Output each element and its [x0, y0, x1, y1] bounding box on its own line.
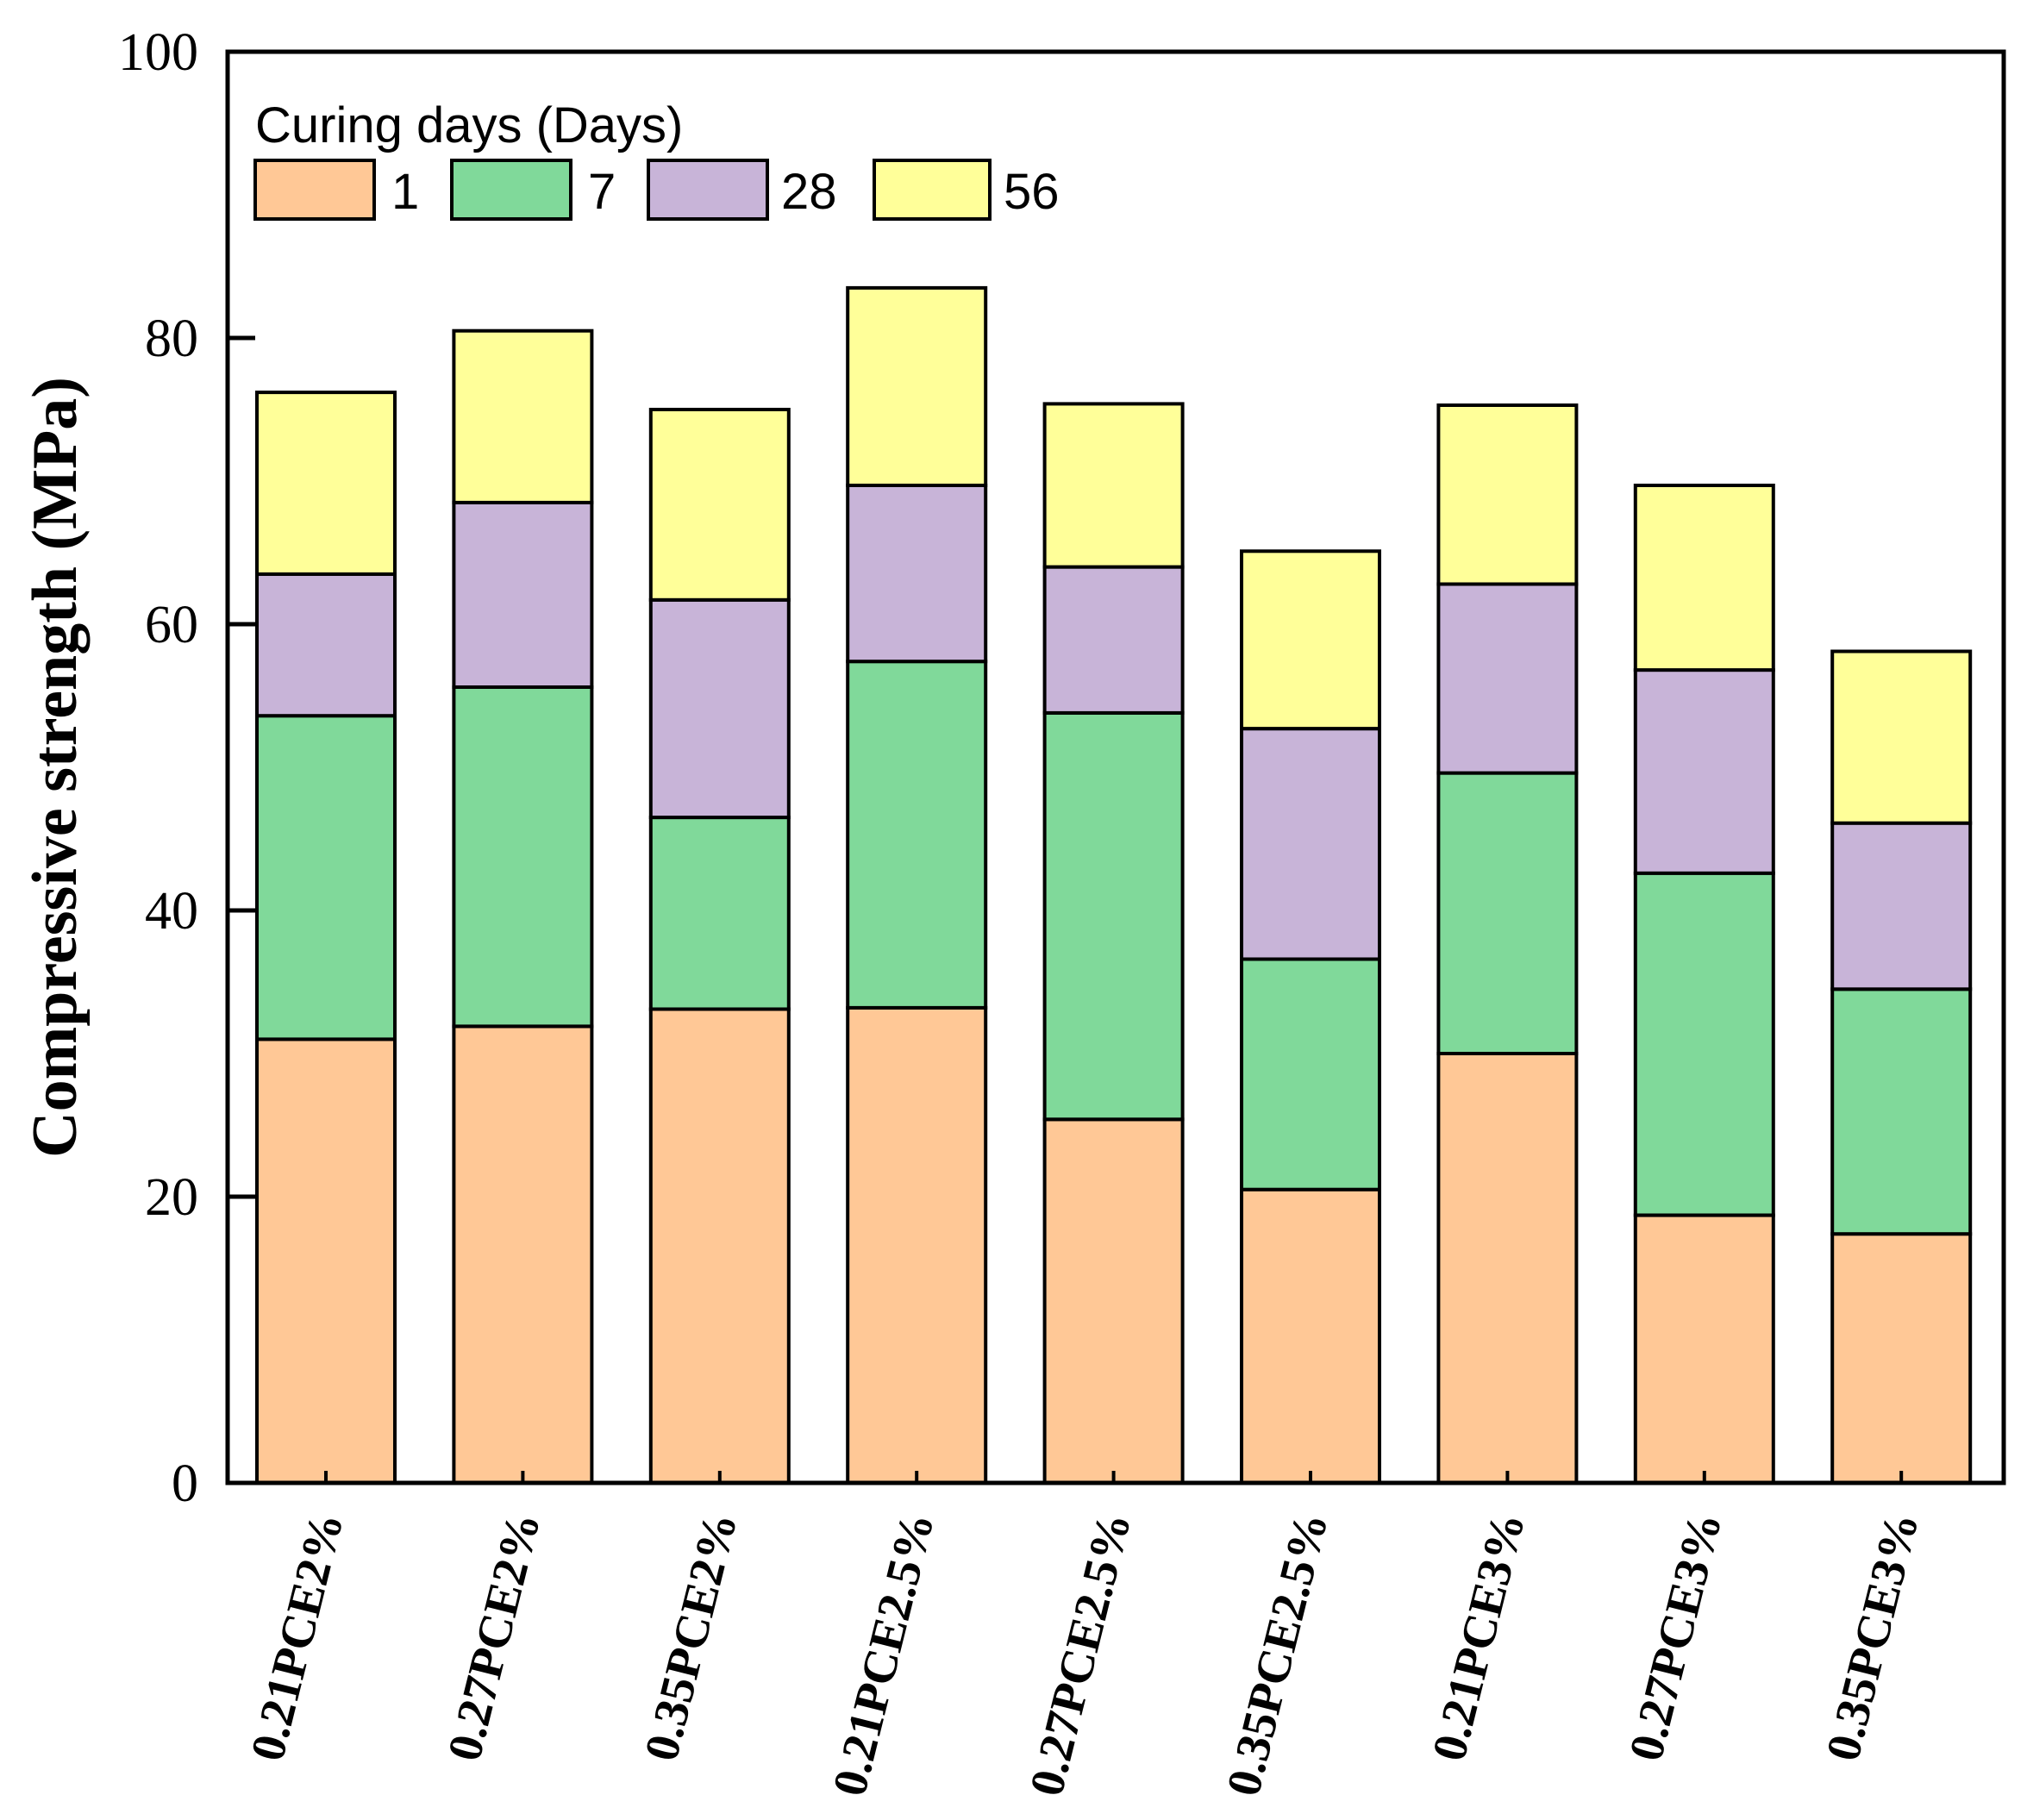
- x-category-label-0-27pce2-5: 0.27PCE2.5%: [1020, 1507, 1142, 1801]
- bar-0-21pce3-day-1: [1436, 1052, 1579, 1485]
- y-tick-label-80: 80: [145, 310, 198, 368]
- y-tick-label-20: 20: [145, 1168, 198, 1227]
- bar-0-21pce2-5-day-7: [846, 660, 988, 1010]
- bar-0-21pce2-5-day-56: [846, 285, 988, 487]
- bar-0-21pce2-day-1: [255, 1037, 397, 1485]
- x-category-label-0-27pce3: 0.27PCE3%: [1619, 1507, 1732, 1766]
- bar-0-27pce3-day-28: [1633, 668, 1775, 875]
- x-category-label-0-35pce3: 0.35PCE3%: [1817, 1507, 1930, 1766]
- legend: Curing days (Days) 1 7 28 56: [253, 97, 1060, 221]
- plot-frame: [225, 49, 2006, 1485]
- bar-0-35pce2-day-7: [648, 816, 791, 1011]
- x-category-label-0-35pce2: 0.35PCE2%: [635, 1507, 748, 1766]
- x-category-label-0-27pce2: 0.27PCE2%: [438, 1507, 551, 1766]
- legend-swatch-day-28: [647, 159, 769, 221]
- y-axis-title: Compressive strength (MPa): [20, 377, 91, 1158]
- bar-0-27pce3-day-56: [1633, 484, 1775, 672]
- y-tick-label-0: 0: [172, 1454, 198, 1513]
- bar-0-27pce2-day-7: [452, 685, 594, 1029]
- bar-0-21pce2-5-day-28: [846, 484, 988, 664]
- bar-0-35pce3-day-28: [1830, 821, 1973, 991]
- bar-0-27pce3-day-1: [1633, 1213, 1775, 1485]
- x-category-label-0-21pce3: 0.21PCE3%: [1423, 1507, 1536, 1766]
- legend-title: Curing days (Days): [255, 97, 683, 153]
- legend-swatch-day-56: [873, 159, 992, 221]
- x-category-label-0-35pce2-5: 0.35PCE2.5%: [1217, 1507, 1338, 1801]
- bar-0-21pce3-day-56: [1436, 403, 1579, 586]
- legend-swatch-day-1: [253, 159, 376, 221]
- bar-0-27pce2-5-day-28: [1042, 565, 1185, 715]
- x-category-label-0-21pce2: 0.21PCE2%: [241, 1507, 353, 1766]
- x-axis: 0.21PCE2% 0.27PCE2% 0.35PCE2% 0.21PCE2.5% 0.…: [241, 1471, 1930, 1801]
- bar-0-27pce2-5-day-7: [1042, 710, 1185, 1122]
- bar-0-27pce2-5-day-1: [1042, 1117, 1185, 1485]
- bar-0-35pce2-5-day-7: [1240, 957, 1381, 1191]
- bar-0-21pce2-day-7: [255, 714, 397, 1041]
- bar-0-27pce2-day-28: [452, 500, 594, 690]
- legend-label-day-7: 7: [588, 164, 616, 220]
- bar-0-27pce2-5-day-56: [1042, 402, 1185, 569]
- y-tick-label-60: 60: [145, 596, 198, 654]
- bar-0-35pce3-day-1: [1830, 1232, 1973, 1485]
- bar-0-35pce2-day-1: [648, 1007, 791, 1485]
- bar-0-21pce2-5-day-1: [846, 1005, 988, 1485]
- y-axis: 0 20 40 60 80 100: [118, 23, 255, 1513]
- bar-0-35pce2-5-day-56: [1240, 549, 1381, 731]
- bar-0-21pce2-day-56: [255, 391, 397, 576]
- bar-0-21pce3-day-28: [1436, 582, 1579, 775]
- legend-label-day-28: 28: [781, 164, 837, 220]
- x-category-label-0-21pce2-5: 0.21PCE2.5%: [823, 1507, 944, 1801]
- legend-label-day-1: 1: [391, 164, 419, 220]
- bar-0-21pce3-day-7: [1436, 771, 1579, 1055]
- y-tick-label-40: 40: [145, 882, 198, 941]
- bar-0-35pce2-5-day-28: [1240, 727, 1381, 961]
- legend-label-day-56: 56: [1004, 164, 1060, 220]
- bar-0-35pce2-day-56: [648, 408, 791, 602]
- bar-0-35pce3-day-7: [1830, 987, 1973, 1236]
- bars-layer: [255, 285, 1973, 1485]
- bar-0-27pce2-day-56: [452, 328, 594, 504]
- bar-0-35pce2-5-day-1: [1240, 1187, 1381, 1485]
- bar-0-27pce3-day-7: [1633, 871, 1775, 1217]
- y-tick-label-100: 100: [118, 23, 198, 82]
- bar-0-35pce2-day-28: [648, 597, 791, 820]
- bar-0-27pce2-day-1: [452, 1024, 594, 1485]
- legend-swatch-day-7: [450, 159, 572, 221]
- bar-0-21pce2-day-28: [255, 572, 397, 718]
- bar-0-35pce3-day-56: [1830, 649, 1973, 825]
